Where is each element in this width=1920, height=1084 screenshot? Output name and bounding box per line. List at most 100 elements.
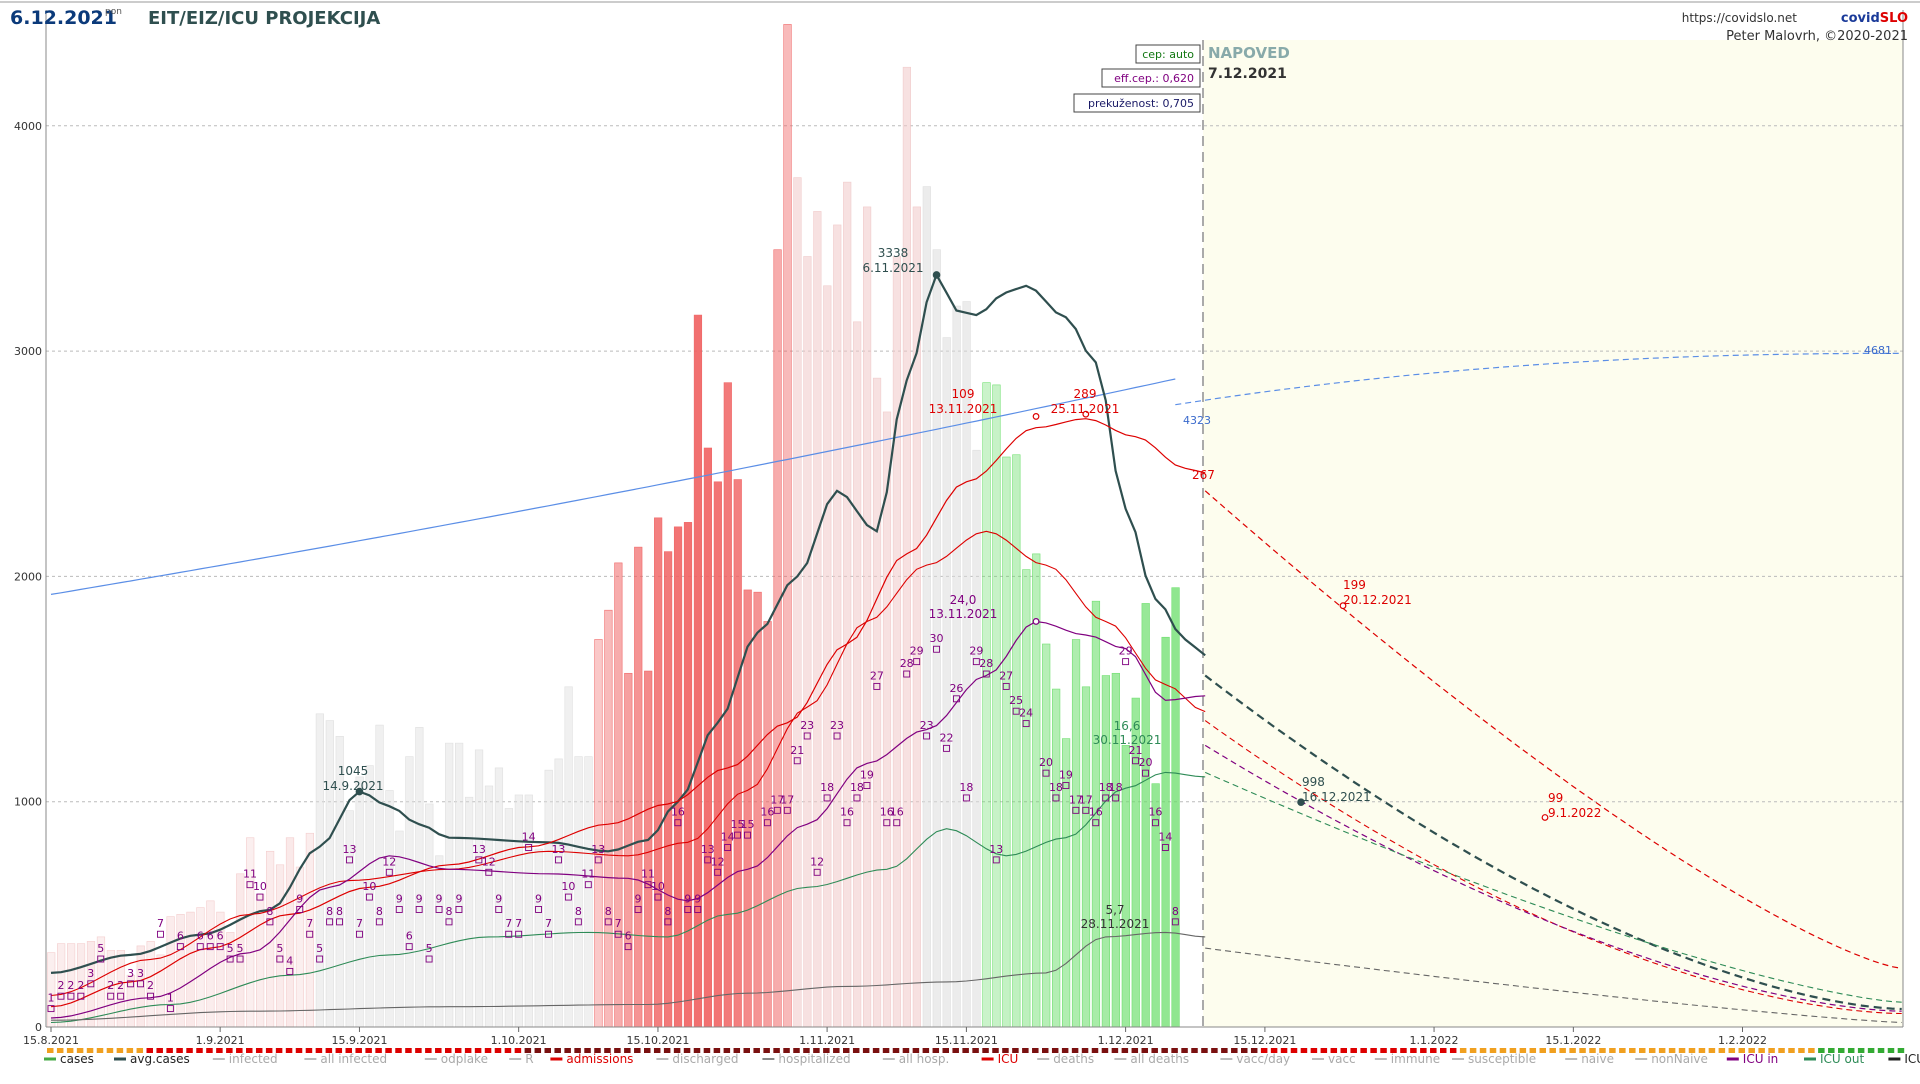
legend-item-icu-in[interactable]: ICU in <box>1726 1052 1778 1066</box>
legend-item-vacc[interactable]: vacc <box>1312 1052 1356 1066</box>
cases-bar <box>1042 643 1051 1028</box>
icu-in-label: 13 <box>701 843 715 856</box>
status-strip-cell <box>186 1048 193 1053</box>
legend-item-icu-deaths[interactable]: ICU deaths <box>1888 1052 1920 1066</box>
status-strip-cell <box>1032 1048 1039 1053</box>
status-strip-cell <box>1370 1048 1377 1053</box>
hosp-peak-value: 289 <box>1074 387 1097 401</box>
legend-item-icu[interactable]: ICU <box>981 1052 1019 1066</box>
icu-in-marker <box>356 930 363 938</box>
legend-item-all-deaths[interactable]: all deaths <box>1114 1052 1189 1066</box>
legend-item-all-infected[interactable]: all infected <box>304 1052 387 1066</box>
status-strip-cell <box>196 1048 203 1053</box>
icu-in-label: 10 <box>561 880 575 893</box>
brand-suffix: SLO <box>1880 11 1908 26</box>
icu-in-label: 14 <box>1158 831 1172 844</box>
icu-in-marker <box>992 856 1000 864</box>
status-strip-cell <box>1599 1048 1606 1053</box>
icu-in-label: 10 <box>362 880 376 893</box>
icu-in-marker <box>1142 769 1149 777</box>
legend-item-r[interactable]: R <box>509 1052 534 1066</box>
status-strip-cell <box>1340 1048 1347 1053</box>
icu-in-label: 15 <box>741 818 755 831</box>
status-strip-cell <box>504 1048 512 1053</box>
legend-item-immune[interactable]: immune <box>1374 1052 1440 1066</box>
legend-item-infected[interactable]: infected <box>212 1052 278 1066</box>
icu-in-marker <box>127 980 135 988</box>
legend-item-icu-out[interactable]: ICU out <box>1804 1052 1864 1066</box>
icu-in-label: 7 <box>306 917 313 930</box>
status-strip-cell <box>1828 1048 1835 1053</box>
icu-in-label: 3 <box>127 967 134 980</box>
icu-in-marker <box>1122 658 1130 666</box>
legend-item-deaths[interactable]: deaths <box>1037 1052 1094 1066</box>
icu-in-marker <box>724 844 732 851</box>
status-strip-cell <box>1698 1048 1706 1053</box>
legend-item-all-hosp-[interactable]: all hosp. <box>882 1052 949 1066</box>
status-strip-cell <box>1788 1048 1795 1053</box>
icu-in-marker <box>763 819 771 827</box>
status-strip-cell <box>126 1048 134 1053</box>
legend-item-vacc-day[interactable]: vacc/day <box>1220 1052 1290 1066</box>
icu-in-marker <box>1022 720 1030 728</box>
status-strip-cell <box>226 1048 233 1053</box>
status-strip-cell <box>305 1048 313 1053</box>
cases-bar <box>663 551 673 1028</box>
legend-label: all hosp. <box>899 1052 949 1066</box>
icu-in-marker <box>803 732 811 740</box>
legend-item-admissions[interactable]: admissions <box>550 1052 633 1066</box>
icu-in-label: 25 <box>1009 694 1023 707</box>
legend-item-susceptible[interactable]: susceptible <box>1452 1052 1536 1066</box>
hospitalized-forecast-line <box>1204 490 1902 969</box>
icu-in-marker <box>893 819 901 827</box>
status-strip-cell <box>1061 1048 1069 1053</box>
status-strip-cell <box>1051 1048 1059 1053</box>
icu-in-marker <box>306 930 314 938</box>
status-strip-cell <box>1290 1048 1298 1053</box>
cases-bar <box>693 314 703 1028</box>
status-strip-cell <box>295 1048 303 1053</box>
icu-in-marker <box>445 918 453 926</box>
status-strip-cell <box>425 1048 432 1053</box>
status-strip-cell <box>813 1048 820 1053</box>
icu-in-label: 2 <box>77 979 84 992</box>
icu-in-marker <box>415 906 423 913</box>
legend-item-odplake[interactable]: odplake <box>424 1052 488 1066</box>
cases-bar <box>713 481 722 1028</box>
brand-logo: covidSLO <box>1841 11 1908 26</box>
status-strip-cell <box>534 1048 542 1053</box>
status-strip-cell <box>1549 1048 1556 1053</box>
legend-item-cases[interactable]: cases <box>44 1052 94 1066</box>
cases-bar <box>892 256 902 1028</box>
status-strip-cell <box>1420 1048 1427 1053</box>
cases-bar <box>1012 454 1021 1028</box>
cases-bar <box>355 776 364 1028</box>
status-strip-cell <box>584 1048 591 1053</box>
icu-peak-date: 13.11.2021 <box>929 607 998 621</box>
icu-in-label: 29 <box>910 645 924 658</box>
icu-in-marker <box>962 794 970 802</box>
cases-bar <box>544 769 553 1028</box>
icu-in-marker <box>1072 806 1080 814</box>
status-strip-cell <box>862 1048 870 1053</box>
legend-item-hospitalized[interactable]: hospitalized <box>762 1052 851 1066</box>
status-strip-cell <box>1221 1048 1228 1053</box>
legend-item-naive[interactable]: naive <box>1565 1052 1614 1066</box>
icu-in-marker <box>903 670 911 678</box>
legend-item-discharged[interactable]: discharged <box>656 1052 739 1066</box>
icu-in-label: 9 <box>684 892 691 905</box>
status-strip-cell <box>982 1048 989 1053</box>
legend-item-nonnaive[interactable]: nonNaive <box>1635 1052 1708 1066</box>
cases-bar <box>1101 675 1110 1028</box>
icu-in-label: 28 <box>900 657 914 670</box>
status-strip-cell <box>1270 1048 1278 1053</box>
status-strip-cell <box>385 1048 392 1053</box>
icu-in-label: 13 <box>989 843 1003 856</box>
icu-in-label: 1 <box>167 992 174 1005</box>
status-strip-cell <box>713 1048 721 1053</box>
legend-item-avg-cases[interactable]: avg.cases <box>114 1052 190 1066</box>
icu-in-label: 10 <box>253 880 267 893</box>
icu-in-marker <box>853 794 861 802</box>
effcep-text: eff.cep.: 0,620 <box>1114 72 1194 85</box>
all-icu-forecast-line <box>1175 352 1902 406</box>
